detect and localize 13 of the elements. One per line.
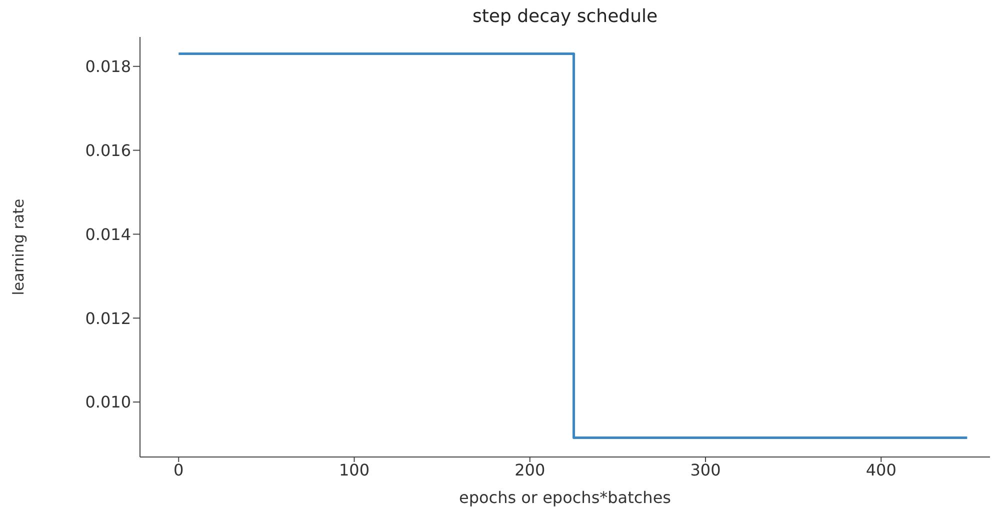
y-tick-label: 0.016	[85, 140, 131, 160]
y-tick-label: 0.018	[85, 57, 131, 76]
x-tick-label: 200	[514, 460, 546, 480]
x-axis-title: epochs or epochs*batches	[458, 488, 672, 507]
y-tick-label: 0.014	[85, 224, 131, 244]
x-tick-label: 300	[690, 460, 721, 480]
x-tick-label: 0	[174, 460, 184, 480]
chart-title: step decay schedule	[471, 6, 659, 27]
y-axis-title: learning rate	[9, 198, 28, 296]
x-tick-label: 400	[866, 460, 896, 480]
y-tick-label: 0.010	[85, 392, 131, 412]
x-tick-label: 100	[338, 460, 370, 480]
y-tick-label: 0.012	[85, 308, 131, 328]
